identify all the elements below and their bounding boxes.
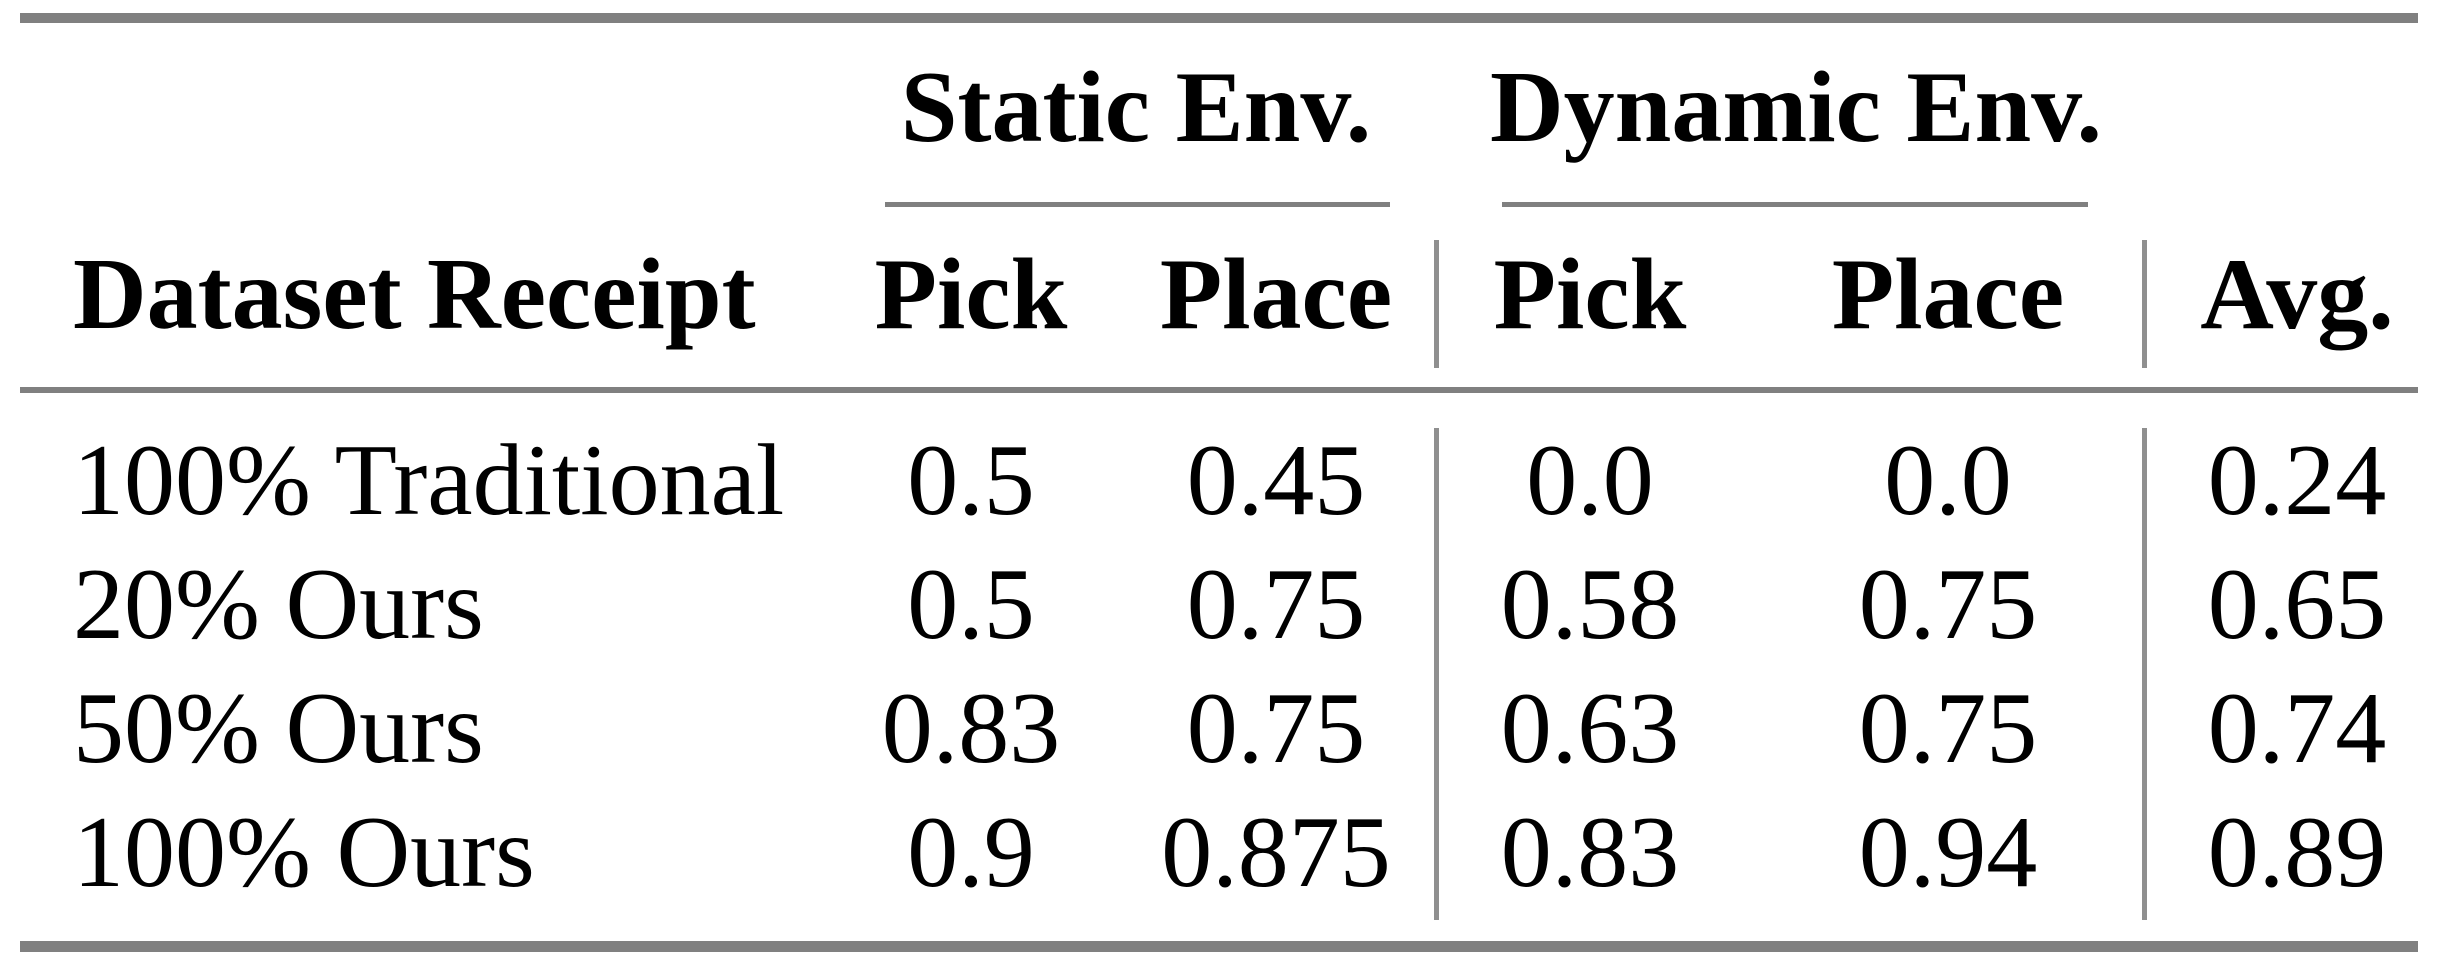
column-header-static-pick: Pick — [874, 238, 1068, 351]
vertical-separator-1-header — [1434, 240, 1439, 368]
bottom-rule — [20, 941, 2418, 952]
column-header-dataset-receipt: Dataset Receipt — [73, 238, 756, 351]
cmidrule-static-env — [885, 202, 1390, 207]
vertical-separator-2-body — [2142, 428, 2147, 920]
table-cell: 0.75 — [1858, 548, 2038, 661]
column-header-dynamic-pick: Pick — [1493, 238, 1687, 351]
vertical-separator-1-body — [1434, 428, 1439, 920]
row-label: 50% Ours — [73, 672, 484, 785]
table-cell: 0.75 — [1186, 672, 1366, 785]
table-cell: 0.75 — [1858, 672, 2038, 785]
cmidrule-dynamic-env — [1502, 202, 2088, 207]
table-cell: 0.45 — [1186, 424, 1366, 537]
table-cell: 0.0 — [1884, 424, 2012, 537]
table-cell: 0.83 — [1500, 796, 1680, 909]
table-cell: 0.83 — [881, 672, 1061, 785]
table-cell: 0.5 — [907, 548, 1035, 661]
table-cell: 0.74 — [2207, 672, 2387, 785]
table-cell: 0.94 — [1858, 796, 2038, 909]
column-header-static-place: Place — [1159, 238, 1393, 351]
table-cell: 0.875 — [1161, 796, 1391, 909]
header-midrule — [20, 387, 2418, 393]
table-cell: 0.65 — [2207, 548, 2387, 661]
row-label: 20% Ours — [73, 548, 484, 661]
table-cell: 0.0 — [1526, 424, 1654, 537]
row-label: 100% Ours — [73, 796, 535, 909]
table-cell: 0.89 — [2207, 796, 2387, 909]
row-label: 100% Traditional — [73, 424, 785, 537]
top-rule — [20, 13, 2418, 23]
column-header-avg: Avg. — [2200, 238, 2394, 351]
column-group-dynamic-env: Dynamic Env. — [1489, 51, 2103, 164]
vertical-separator-2-header — [2142, 240, 2147, 368]
table-cell: 0.58 — [1500, 548, 1680, 661]
table-cell: 0.24 — [2207, 424, 2387, 537]
column-header-dynamic-place: Place — [1831, 238, 2065, 351]
table-cell: 0.5 — [907, 424, 1035, 537]
table-cell: 0.75 — [1186, 548, 1366, 661]
table-cell: 0.9 — [907, 796, 1035, 909]
column-group-static-env: Static Env. — [900, 51, 1372, 164]
table-cell: 0.63 — [1500, 672, 1680, 785]
